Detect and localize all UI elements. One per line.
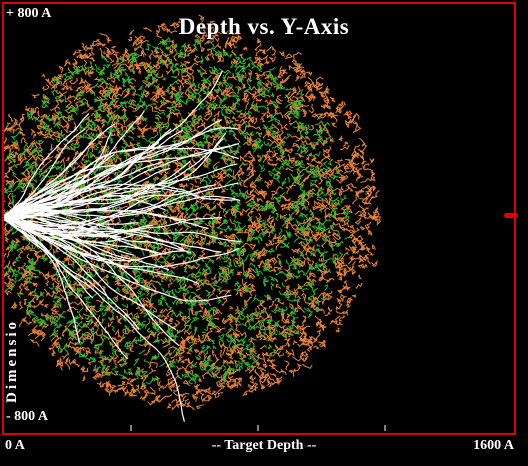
- x-axis-label: -- Target Depth --: [211, 438, 317, 453]
- chart-title: Depth vs. Y-Axis: [178, 14, 350, 39]
- x-axis: 0 A -- Target Depth -- 1600 A: [0, 438, 528, 460]
- scatter-plot: [4, 14, 386, 431]
- ion-tracks-path: [4, 70, 241, 422]
- y-max-tick-label: + 800 A: [6, 6, 52, 21]
- x-max-tick-label: 1600 A: [473, 438, 514, 453]
- plot-frame: [2, 2, 516, 435]
- depth-marker[interactable]: [504, 213, 518, 218]
- ion-tracks: [4, 70, 241, 422]
- y-axis-label: Dimensio: [4, 319, 20, 403]
- y-min-tick-label: - 800 A: [6, 409, 48, 424]
- x-min-tick-label: 0 A: [5, 438, 25, 453]
